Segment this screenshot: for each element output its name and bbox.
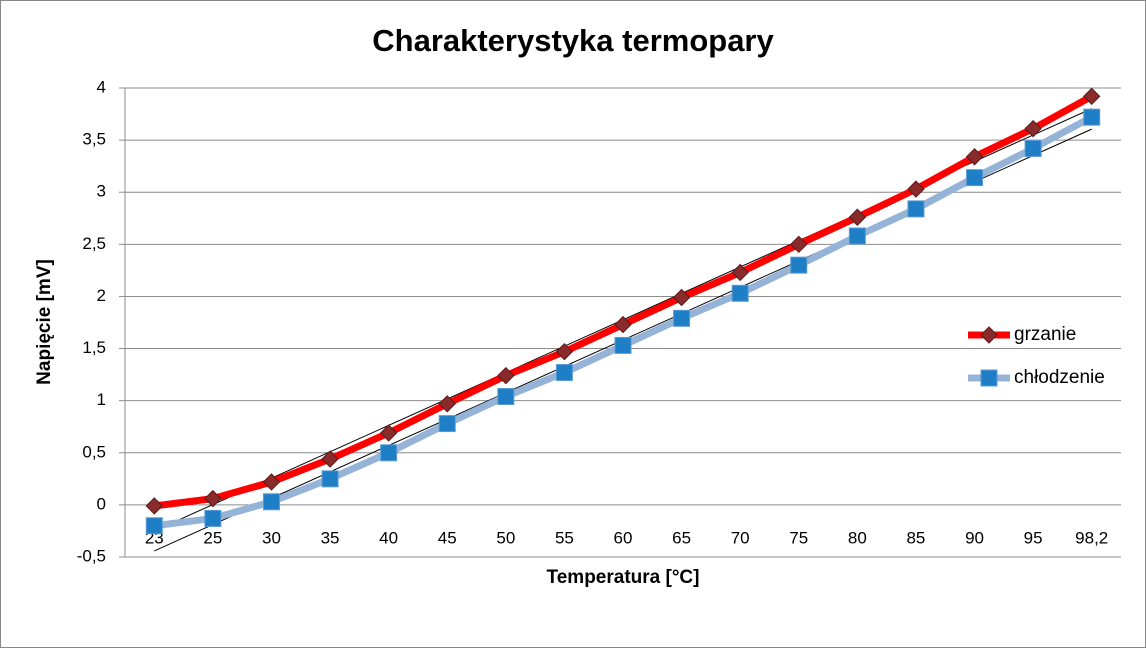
legend-marker — [980, 326, 998, 344]
marker — [438, 395, 456, 413]
x-tick-label: 50 — [496, 528, 515, 547]
x-tick-label: 25 — [203, 528, 222, 547]
marker — [262, 473, 281, 491]
marker — [673, 309, 691, 327]
x-tick-label: 65 — [672, 528, 691, 547]
marker — [614, 336, 632, 354]
x-tick-label: 75 — [789, 528, 808, 547]
marker — [321, 450, 339, 468]
y-tick-label: 0 — [97, 494, 106, 513]
marker — [907, 200, 925, 218]
marker — [1082, 87, 1101, 106]
y-axis-title: Napięcie [mV] — [34, 259, 55, 385]
x-tick-label: 80 — [848, 528, 867, 547]
marker — [907, 180, 925, 198]
marker — [204, 509, 222, 527]
y-tick-label: -0,5 — [77, 546, 106, 565]
legend-label: chłodzenie — [1014, 367, 1105, 388]
marker — [204, 489, 222, 508]
y-tick-label: 3 — [97, 182, 106, 201]
marker — [497, 387, 515, 405]
marker — [1024, 119, 1042, 138]
x-tick-label: 85 — [906, 528, 925, 547]
marker — [497, 366, 515, 385]
marker — [321, 470, 339, 488]
x-tick-label: 70 — [731, 528, 750, 547]
x-tick-label: 90 — [965, 528, 984, 547]
marker — [672, 288, 691, 307]
marker — [848, 227, 866, 245]
marker — [1083, 108, 1101, 126]
marker — [731, 284, 749, 302]
x-tick-label: 95 — [1024, 528, 1043, 547]
y-tick-label: 2,5 — [82, 234, 106, 253]
x-tick-label: 45 — [438, 528, 457, 547]
marker — [145, 497, 164, 515]
chart-title: Charakterystyka termopary — [372, 23, 774, 58]
x-tick-label: 40 — [379, 528, 398, 547]
marker — [966, 169, 984, 187]
marker — [555, 342, 574, 361]
y-tick-label: 1,5 — [82, 338, 106, 357]
y-tick-label: 2 — [97, 286, 106, 305]
x-tick-label: 35 — [321, 528, 340, 547]
x-tick-label: 60 — [614, 528, 633, 547]
y-tick-label: 3,5 — [82, 130, 106, 149]
y-tick-label: 0,5 — [82, 442, 106, 461]
y-tick-label: 1 — [97, 390, 106, 409]
marker — [848, 208, 867, 226]
marker — [1024, 139, 1042, 157]
marker — [380, 444, 398, 462]
marker — [731, 263, 749, 282]
marker — [262, 493, 280, 511]
x-tick-label: 30 — [262, 528, 281, 547]
marker — [790, 256, 808, 274]
marker — [965, 148, 984, 166]
legend-marker — [980, 369, 998, 387]
marker — [145, 517, 163, 535]
marker — [790, 235, 808, 254]
legend-label: grzanie — [1014, 324, 1076, 345]
marker — [614, 315, 632, 334]
y-tick-label: 4 — [97, 77, 106, 96]
x-tick-label: 98,2 — [1075, 528, 1108, 547]
x-axis-title: Temperatura [°C] — [547, 567, 700, 588]
marker — [438, 415, 456, 433]
marker — [555, 364, 573, 382]
x-tick-label: 55 — [555, 528, 574, 547]
marker — [379, 424, 398, 442]
